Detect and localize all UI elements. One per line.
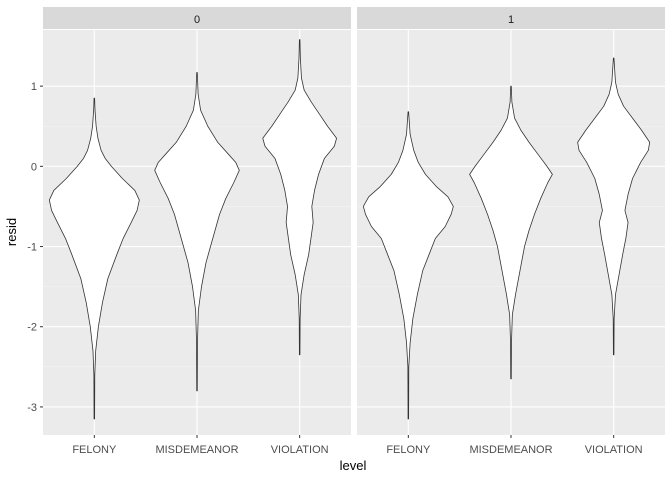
x-axis-title: level — [340, 458, 367, 473]
y-tick-label: -2 — [27, 322, 37, 334]
x-tick-label: VIOLATION — [271, 444, 329, 456]
violin-0-misdemeanor — [154, 72, 240, 392]
violin-0-felony — [48, 97, 140, 420]
facet-strip — [43, 7, 351, 29]
x-tick-label: FELONY — [386, 444, 431, 456]
facet-strip-label: 1 — [508, 14, 514, 26]
y-tick-label: 1 — [31, 81, 37, 93]
y-tick-label: -1 — [27, 242, 37, 254]
panels-layer: 0 FELONY MISDEMEANOR VIOLATION 1 FELONY MISDEM… — [43, 7, 665, 456]
y-axis-title: resid — [4, 218, 19, 246]
panel-0: 0 FELONY MISDEMEANOR VIOLATION — [43, 7, 351, 456]
violin-1-violation — [577, 57, 651, 356]
y-tick-label: 0 — [31, 161, 37, 173]
y-tick-label: -3 — [27, 402, 37, 414]
x-tick-label: FELONY — [72, 444, 117, 456]
violin-1-misdemeanor — [469, 85, 553, 380]
violin-1-felony — [362, 111, 454, 420]
facet-strip — [357, 7, 665, 29]
x-tick-label: VIOLATION — [585, 444, 643, 456]
panel-1: 1 FELONY MISDEMEANOR VIOLATION — [357, 7, 665, 456]
x-tick-label: MISDEMEANOR — [155, 444, 238, 456]
violin-0-violation — [262, 39, 337, 356]
y-axis: -3 -2 -1 0 1 — [27, 81, 43, 414]
x-tick-label: MISDEMEANOR — [469, 444, 552, 456]
facet-strip-label: 0 — [194, 14, 200, 26]
